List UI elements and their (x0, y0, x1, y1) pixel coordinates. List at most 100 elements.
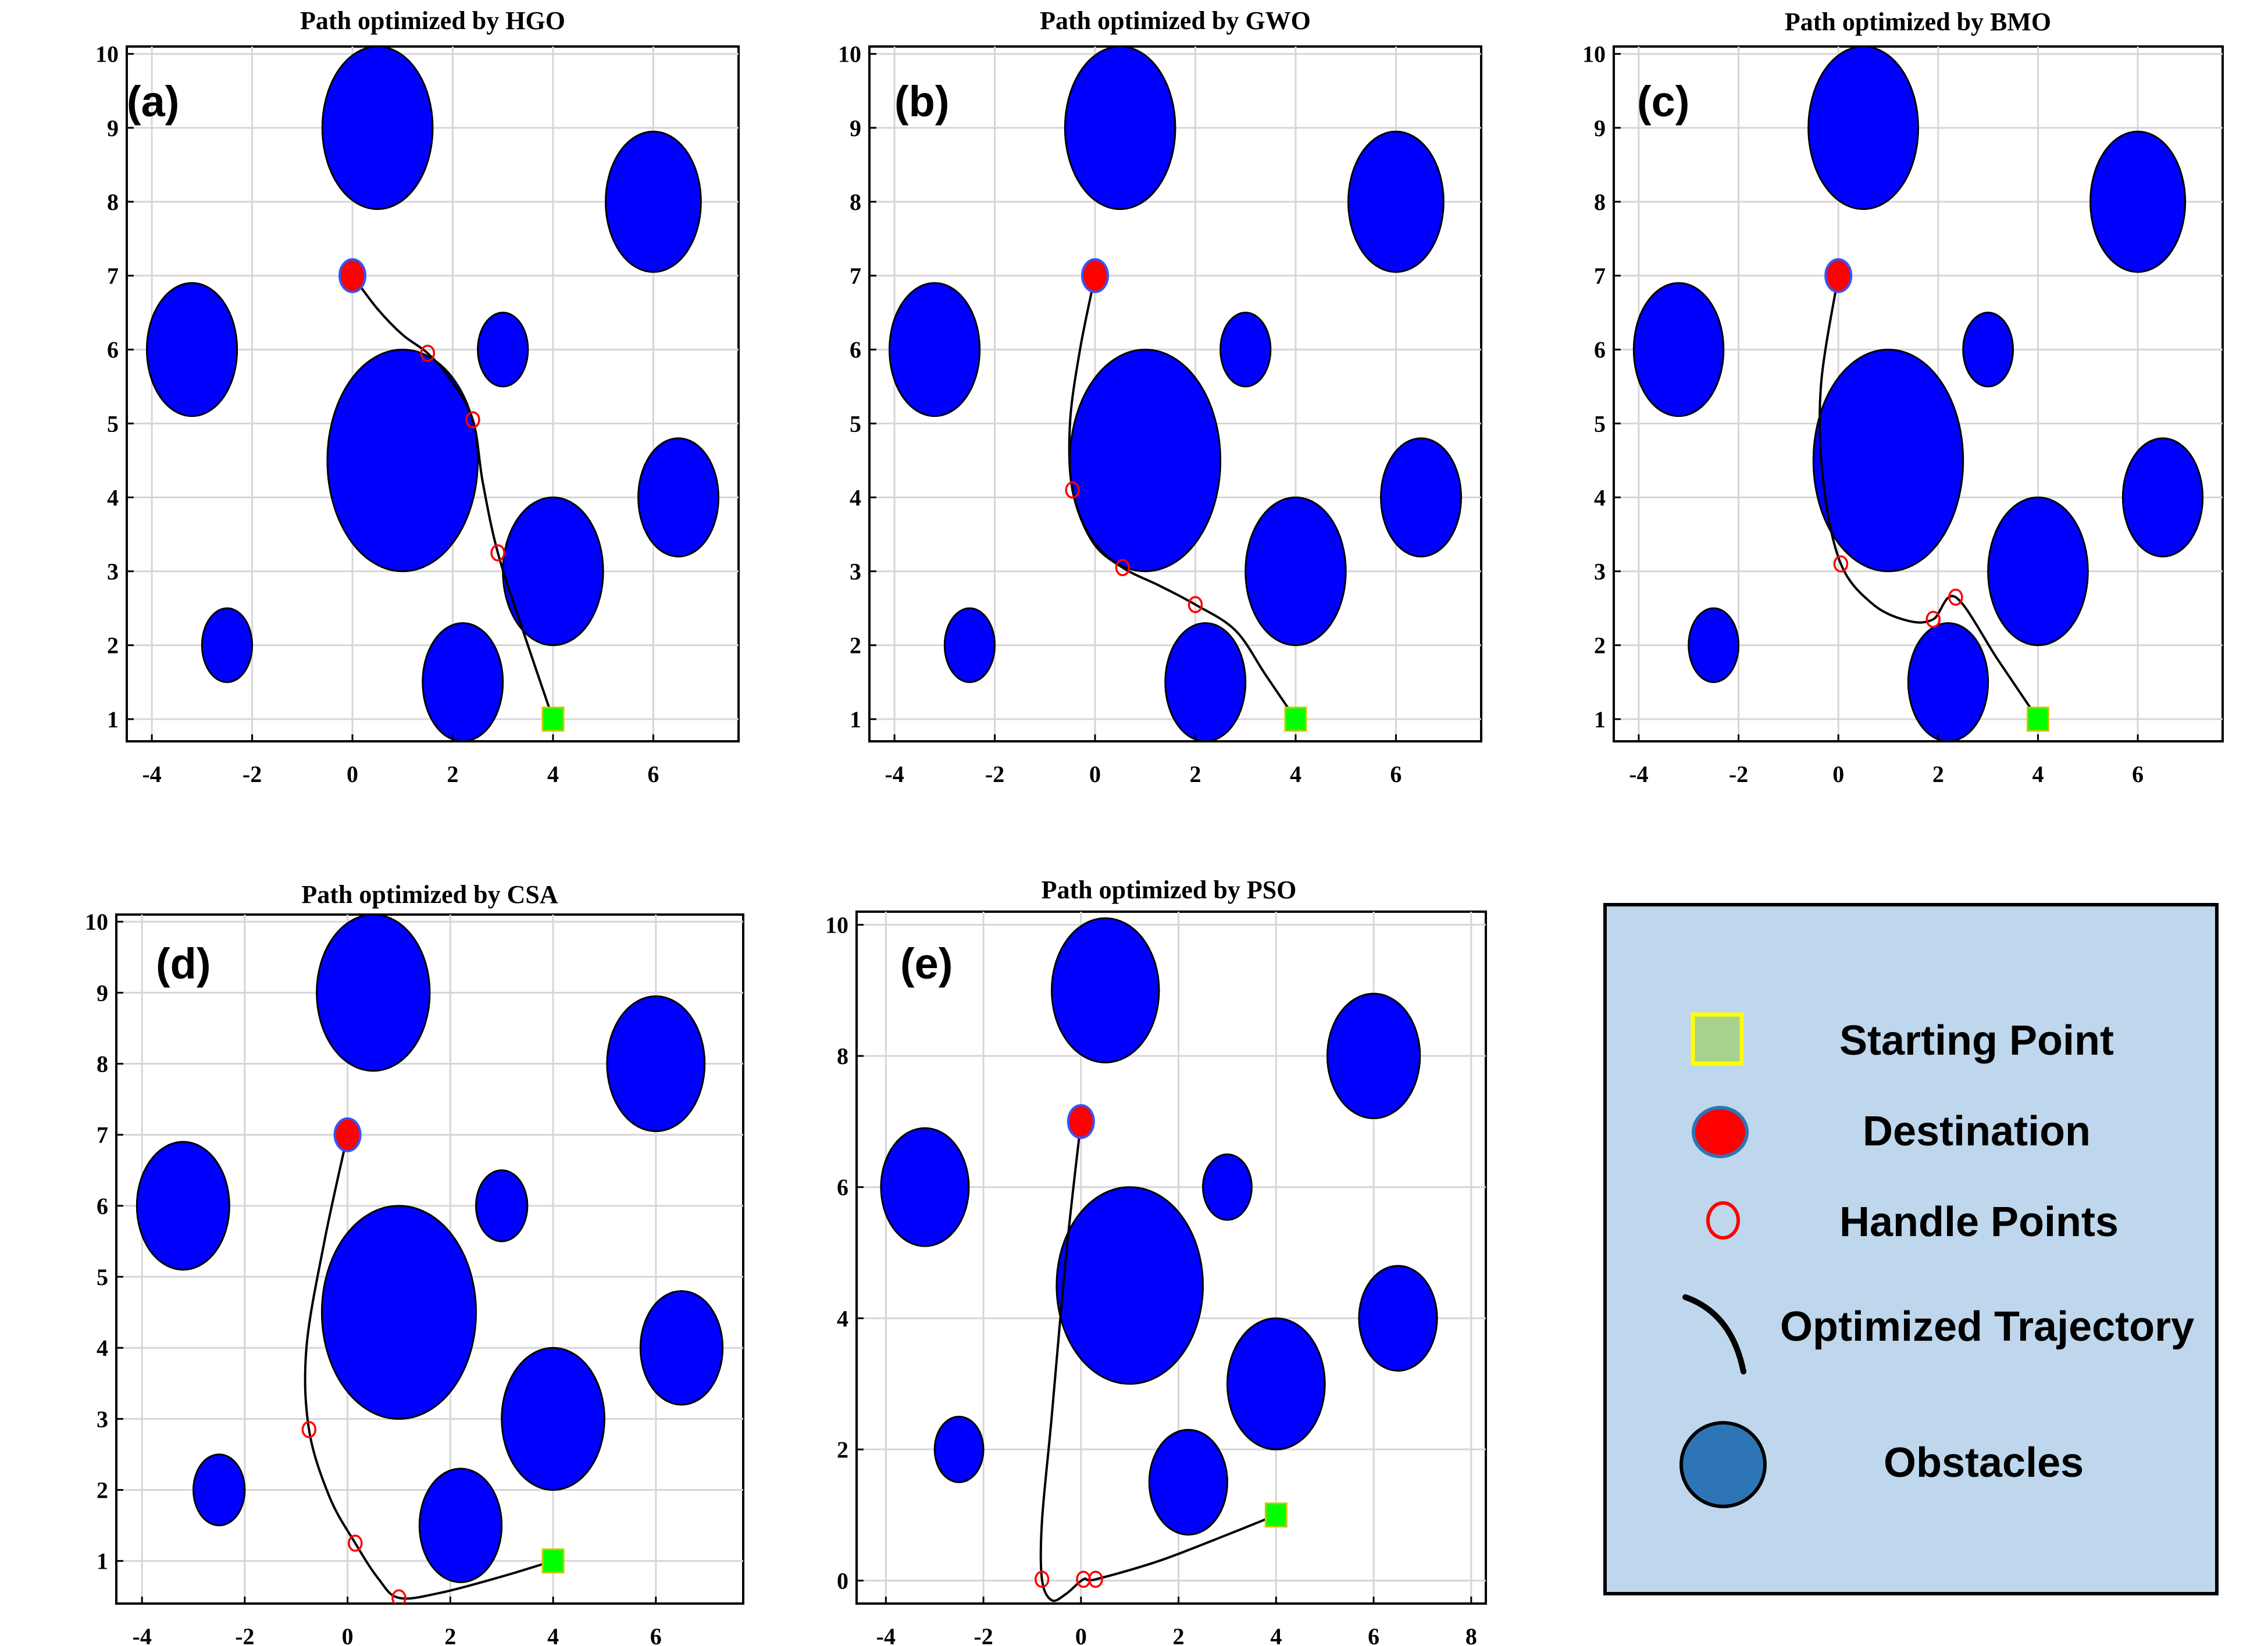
y-tick-label: 9 (850, 115, 861, 141)
panel-a: Path optimized by HGO -4 -2 0 2 4 6 1 2 3 4 5 6 7 8 9 1… (95, 6, 740, 787)
trajectory-layer (1034, 1104, 1288, 1602)
handle-point (1833, 555, 1849, 573)
obstacle (422, 622, 504, 741)
y-tick-label: 8 (1594, 189, 1606, 215)
obstacle (606, 995, 706, 1133)
start-point (2026, 706, 2049, 732)
panel-label: (b) (894, 77, 950, 126)
obstacle (1632, 282, 1725, 417)
y-tick-label: 8 (97, 1051, 108, 1077)
y-tick-label: 2 (837, 1437, 848, 1463)
obstacle (1987, 496, 2089, 647)
obstacle (1380, 437, 1463, 558)
y-tick-label: 4 (97, 1335, 108, 1361)
trajectory-line (1068, 275, 1297, 720)
y-tick-label: 6 (837, 1174, 848, 1201)
obstacle (135, 1141, 230, 1271)
y-tick-label: 2 (1594, 633, 1606, 659)
x-tick-label: -2 (985, 761, 1004, 787)
obstacle (502, 496, 604, 647)
x-tick-label: 6 (647, 761, 659, 787)
y-tick-label: 6 (850, 337, 861, 363)
handle-point (1115, 559, 1131, 576)
panel-title: Path optimized by GWO (1040, 6, 1311, 35)
obstacles (880, 917, 1438, 1536)
ticks: -4 -2 0 2 4 6 1 2 3 4 5 6 7 8 9 10 (1582, 41, 2144, 787)
x-tick-label: -4 (876, 1623, 896, 1646)
handle-point (1088, 1570, 1103, 1588)
x-tick-label: 4 (2032, 761, 2044, 787)
ticks: -4 -2 0 2 4 6 1 2 3 4 5 6 7 8 9 10 (95, 41, 659, 787)
y-tick-label: 1 (107, 706, 119, 733)
handle-point (391, 1589, 406, 1604)
x-tick-label: -4 (133, 1623, 152, 1646)
obstacle (145, 282, 238, 417)
destination-point (1081, 258, 1110, 294)
start-square-icon (1691, 1012, 1744, 1066)
y-tick-label: 8 (107, 189, 119, 215)
obstacle (1688, 607, 1740, 683)
x-tick-label: -4 (1629, 761, 1648, 787)
trajectory-line (351, 274, 554, 720)
obstacle (943, 607, 996, 683)
obstacle (1962, 312, 2014, 388)
destination-point (1067, 1104, 1095, 1139)
obstacle (1055, 1186, 1204, 1385)
legend-label: Handle Points (1839, 1199, 2119, 1245)
y-tick-label: 10 (838, 41, 861, 67)
panel-title: Path optimized by BMO (1785, 8, 2051, 36)
y-tick-label: 7 (97, 1122, 108, 1148)
trajectory-line (1039, 1121, 1277, 1602)
panel-title: Path optimized by PSO (1042, 876, 1297, 904)
trajectory-layer (301, 1117, 565, 1604)
y-tick-label: 4 (850, 484, 861, 510)
handle-point (490, 544, 505, 562)
y-tick-label: 7 (1594, 263, 1606, 289)
y-tick-label: 6 (97, 1193, 108, 1219)
obstacle (192, 1453, 246, 1527)
y-tick-label: 9 (1594, 115, 1606, 141)
y-tick-label: 8 (837, 1043, 848, 1069)
legend-label: Optimized Trajectory (1780, 1304, 2195, 1350)
x-tick-label: -2 (973, 1623, 993, 1646)
trajectory-layer (1818, 258, 2049, 732)
x-tick-label: 2 (444, 1623, 456, 1646)
handle-point (1188, 596, 1203, 613)
x-tick-label: 2 (1189, 761, 1201, 787)
obstacle (1812, 348, 1964, 573)
y-tick-label: 1 (1594, 706, 1606, 733)
y-tick-label: 2 (97, 1477, 108, 1504)
ticks: -4 -2 0 2 4 6 8 0 2 4 6 8 10 (825, 912, 1477, 1646)
destination-point (333, 1117, 362, 1152)
obstacle (888, 282, 981, 417)
y-tick-label: 5 (97, 1264, 108, 1290)
y-tick-label: 5 (1594, 410, 1606, 437)
panel-b: Path optimized by GWO -4 -2 0 2 4 6 1 2 3 4 5 6 7 8 9 1… (838, 6, 1482, 787)
panel-label: (d) (156, 940, 211, 988)
y-tick-label: 5 (107, 410, 119, 437)
trajectory-layer (338, 258, 565, 732)
y-tick-label: 6 (1594, 337, 1606, 363)
obstacle (326, 348, 479, 573)
obstacles (145, 47, 720, 741)
y-tick-label: 9 (107, 115, 119, 141)
ticks: -4 -2 0 2 4 6 1 2 3 4 5 6 7 8 9 10 (85, 909, 662, 1646)
legend-label: Obstacles (1884, 1440, 2084, 1486)
obstacle (604, 130, 702, 273)
y-tick-label: 8 (850, 189, 861, 215)
obstacle (1219, 312, 1272, 388)
panel-title: Path optimized by CSA (301, 880, 558, 909)
trajectory-line (304, 1134, 554, 1600)
handle-point (420, 344, 436, 362)
obstacle (1347, 130, 1445, 273)
ticks: -4 -2 0 2 4 6 1 2 3 4 5 6 7 8 9 10 (838, 41, 1402, 787)
obstacle-circle-icon (1679, 1421, 1767, 1508)
y-tick-label: 1 (850, 706, 861, 733)
x-tick-label: 0 (1075, 1623, 1087, 1646)
obstacle (933, 1416, 985, 1483)
start-point (1284, 706, 1307, 732)
x-tick-label: 8 (1465, 1623, 1477, 1646)
y-tick-label: 7 (850, 263, 861, 289)
x-tick-label: 2 (447, 761, 458, 787)
